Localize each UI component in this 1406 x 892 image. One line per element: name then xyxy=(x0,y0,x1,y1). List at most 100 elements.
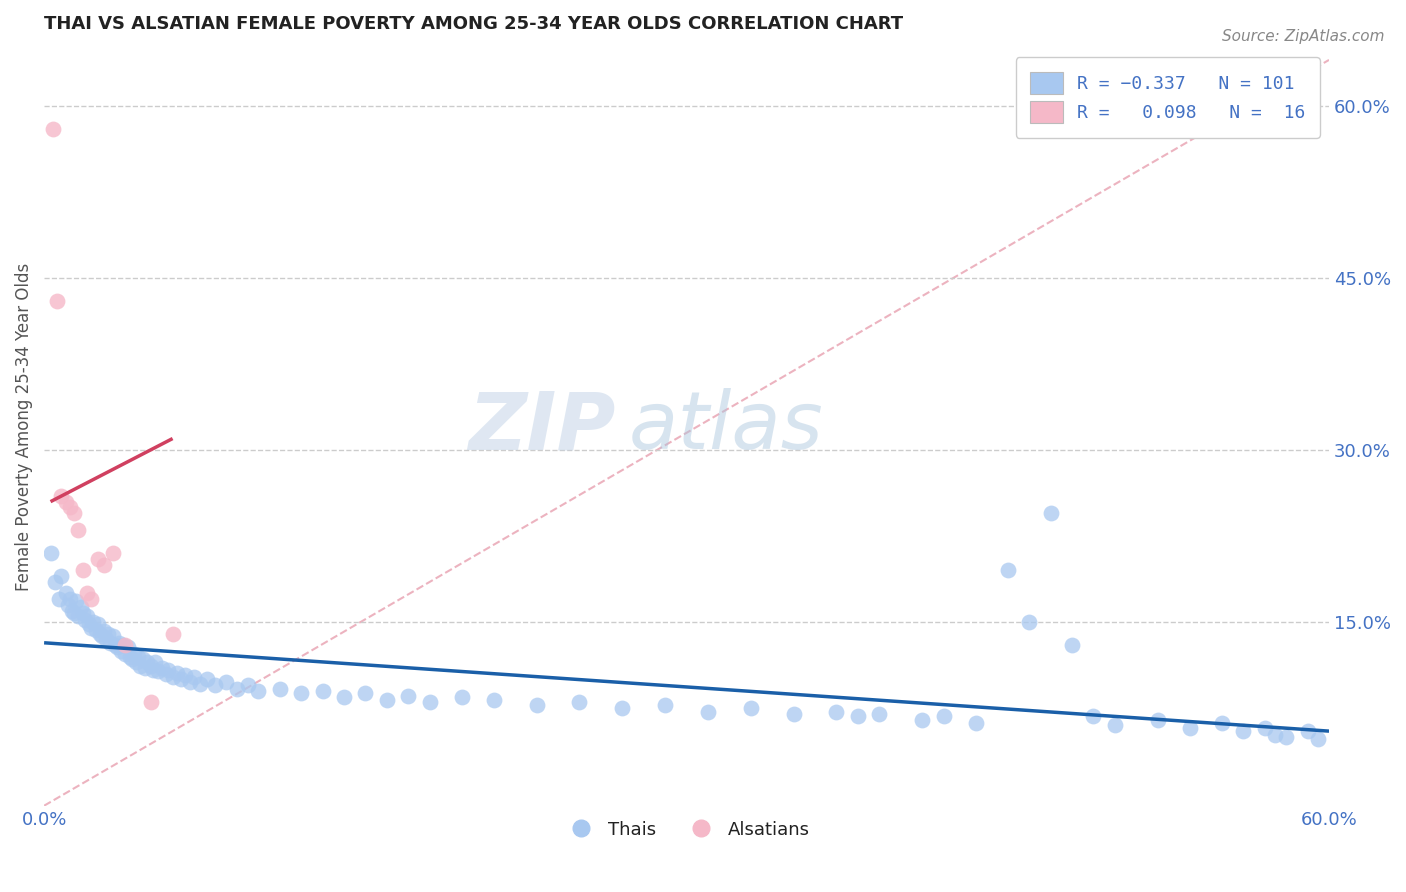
Point xyxy=(129,658,152,673)
Point xyxy=(44,574,66,589)
Point xyxy=(155,666,177,681)
Point xyxy=(1083,709,1105,723)
Point xyxy=(114,647,136,661)
Point xyxy=(204,678,226,692)
Point xyxy=(93,558,115,572)
Point xyxy=(51,489,73,503)
Point xyxy=(125,655,148,669)
Point xyxy=(782,706,804,721)
Point xyxy=(290,686,312,700)
Point xyxy=(86,617,108,632)
Point xyxy=(911,713,934,727)
Point xyxy=(1275,730,1298,744)
Text: atlas: atlas xyxy=(628,388,824,467)
Point xyxy=(67,609,90,624)
Point xyxy=(86,552,108,566)
Point xyxy=(114,638,136,652)
Point xyxy=(63,506,86,520)
Text: THAI VS ALSATIAN FEMALE POVERTY AMONG 25-34 YEAR OLDS CORRELATION CHART: THAI VS ALSATIAN FEMALE POVERTY AMONG 25… xyxy=(44,15,903,33)
Point xyxy=(122,647,145,661)
Point xyxy=(65,594,87,608)
Point xyxy=(48,592,70,607)
Point xyxy=(51,569,73,583)
Point xyxy=(225,681,247,696)
Point xyxy=(1296,724,1319,739)
Point xyxy=(166,665,188,680)
Point xyxy=(1018,615,1040,629)
Point xyxy=(825,705,848,719)
Point xyxy=(80,621,103,635)
Point xyxy=(1178,721,1201,735)
Point xyxy=(69,600,91,615)
Point xyxy=(118,649,141,664)
Point xyxy=(97,626,120,640)
Point xyxy=(162,626,184,640)
Point xyxy=(157,663,180,677)
Point xyxy=(612,701,634,715)
Point xyxy=(568,695,591,709)
Point xyxy=(354,686,377,700)
Point xyxy=(63,606,86,620)
Point xyxy=(195,673,218,687)
Point xyxy=(101,546,124,560)
Point xyxy=(419,695,441,709)
Point xyxy=(134,661,156,675)
Point xyxy=(375,693,398,707)
Point xyxy=(965,716,987,731)
Point xyxy=(80,592,103,607)
Point xyxy=(179,674,201,689)
Point xyxy=(90,629,112,643)
Point xyxy=(846,709,869,723)
Point xyxy=(997,564,1019,578)
Point xyxy=(59,592,82,607)
Point xyxy=(740,701,762,715)
Text: ZIP: ZIP xyxy=(468,388,616,467)
Point xyxy=(104,638,127,652)
Point xyxy=(76,609,98,624)
Point xyxy=(697,705,720,719)
Point xyxy=(135,655,157,669)
Point xyxy=(72,606,94,620)
Point xyxy=(108,636,131,650)
Point xyxy=(183,670,205,684)
Point xyxy=(932,709,955,723)
Point xyxy=(236,678,259,692)
Point xyxy=(868,706,890,721)
Point xyxy=(89,626,111,640)
Point xyxy=(96,632,118,647)
Point xyxy=(396,689,419,703)
Point xyxy=(101,629,124,643)
Point xyxy=(145,655,167,669)
Point xyxy=(247,684,270,698)
Point xyxy=(150,661,173,675)
Point xyxy=(76,586,98,600)
Point xyxy=(82,615,104,629)
Point xyxy=(93,624,115,639)
Point xyxy=(269,681,291,696)
Point xyxy=(162,670,184,684)
Point xyxy=(59,500,82,515)
Point xyxy=(100,636,122,650)
Y-axis label: Female Poverty Among 25-34 Year Olds: Female Poverty Among 25-34 Year Olds xyxy=(15,263,32,591)
Point xyxy=(1254,721,1277,735)
Point xyxy=(73,613,96,627)
Point xyxy=(215,674,238,689)
Point xyxy=(170,673,193,687)
Point xyxy=(482,693,505,707)
Point xyxy=(174,668,197,682)
Point xyxy=(41,121,63,136)
Point xyxy=(141,695,163,709)
Legend: Thais, Alsatians: Thais, Alsatians xyxy=(555,814,817,846)
Point xyxy=(1264,728,1286,742)
Point xyxy=(1146,713,1168,727)
Point xyxy=(333,690,356,704)
Point xyxy=(46,293,69,308)
Point xyxy=(1232,724,1254,739)
Point xyxy=(1308,732,1330,747)
Point xyxy=(110,644,132,658)
Point xyxy=(1039,506,1062,520)
Point xyxy=(127,649,149,664)
Point xyxy=(1104,718,1126,732)
Point xyxy=(72,564,94,578)
Point xyxy=(112,638,135,652)
